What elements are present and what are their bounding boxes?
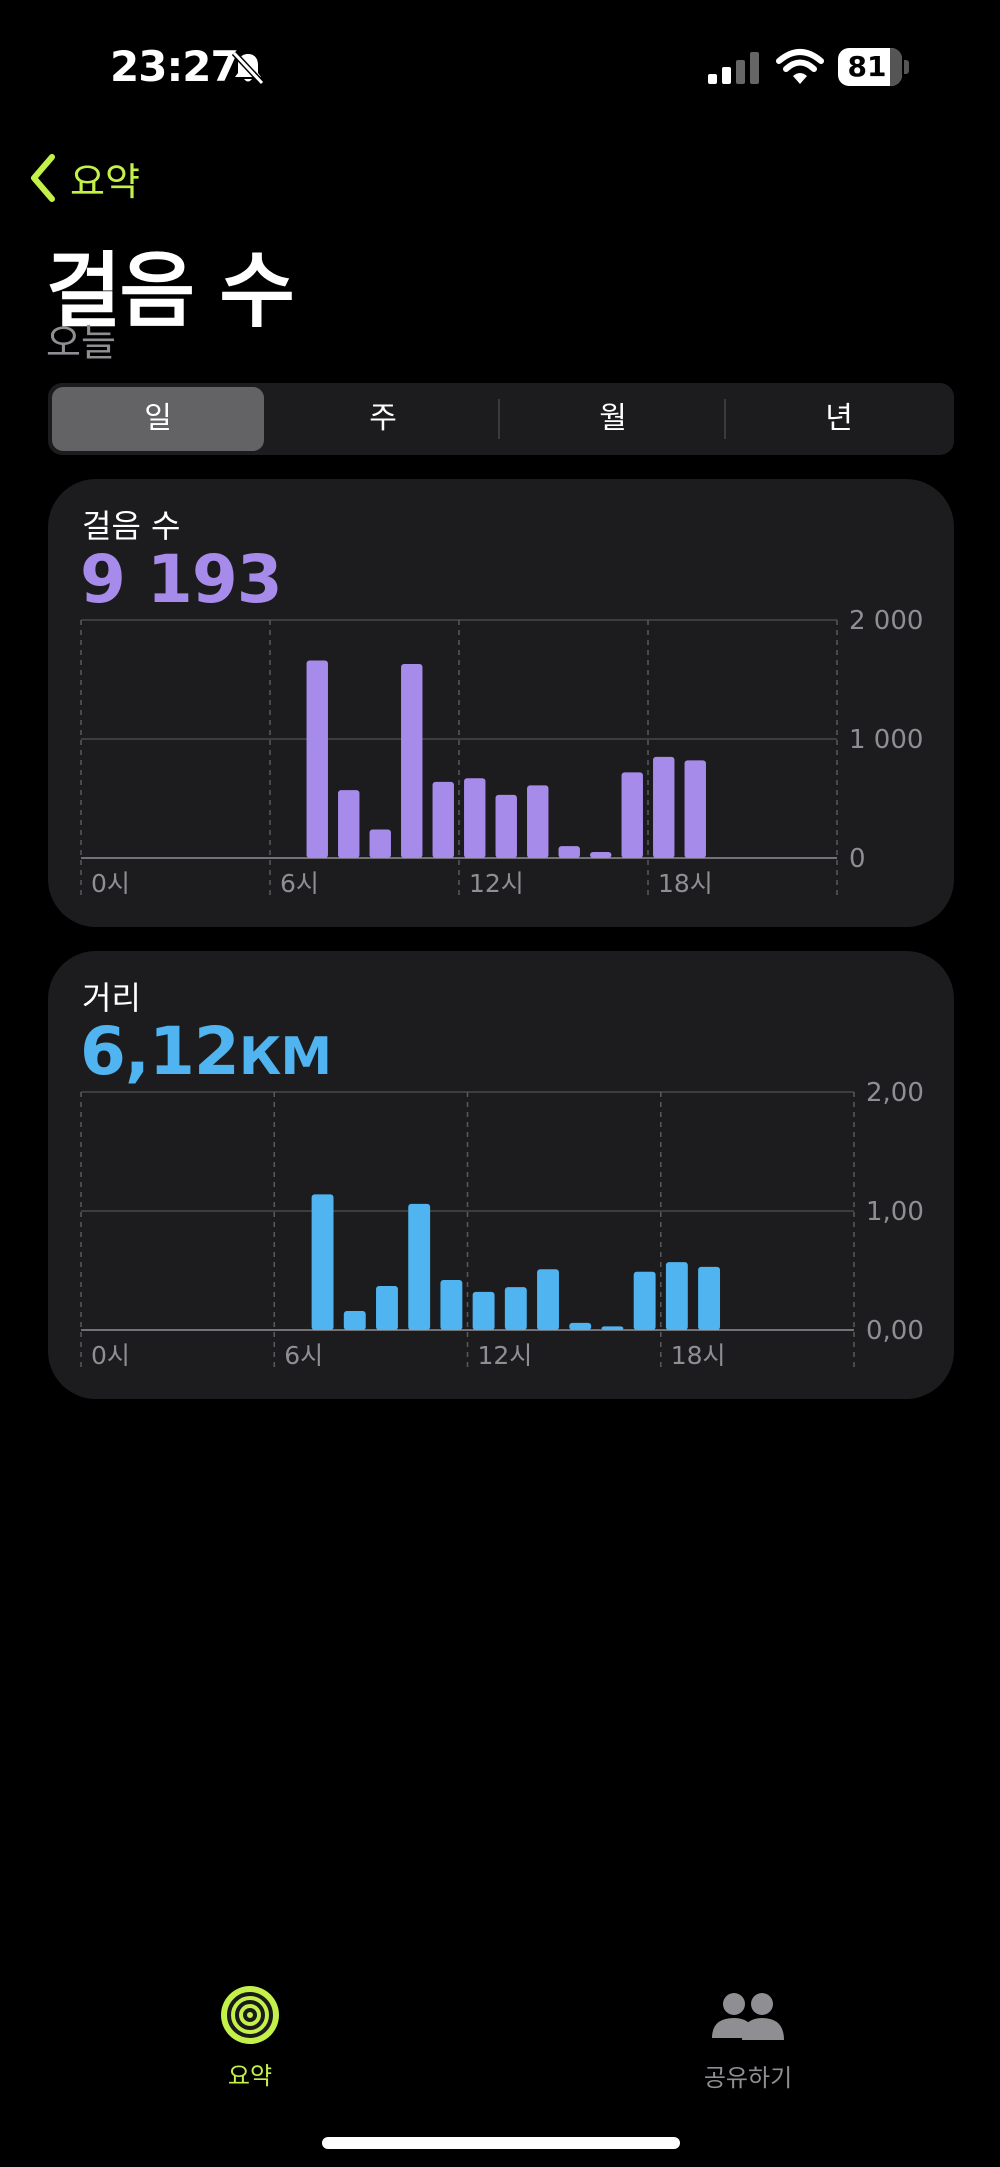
steps-bar xyxy=(338,790,360,858)
steps-bar-chart: 2 000 1 000 0 0시 6시 12시 18시 xyxy=(80,606,923,898)
distance-x-tick-label: 18시 xyxy=(671,1341,726,1370)
steps-bar xyxy=(432,781,454,858)
tab-sharing[interactable]: 공유하기 xyxy=(668,1990,828,2093)
wifi-icon xyxy=(776,49,824,84)
steps-bar xyxy=(306,660,328,858)
battery-percentage: 81 xyxy=(847,50,887,83)
steps-card-label: 걸음 수 xyxy=(82,507,181,545)
distance-bar xyxy=(343,1310,366,1330)
segment-week[interactable]: 주 xyxy=(369,401,397,436)
distance-x-tick-label: 0시 xyxy=(91,1341,130,1370)
distance-total-value: 6,12КМ xyxy=(80,1013,332,1090)
period-segmented-control: 일 주 월 년 xyxy=(48,383,954,455)
steps-y-tick-label: 0 xyxy=(849,844,866,874)
steps-bar xyxy=(369,829,391,858)
steps-bar xyxy=(401,664,423,858)
back-button[interactable]: 요약 xyxy=(28,148,140,208)
distance-unit: КМ xyxy=(238,1027,332,1087)
tab-summary-label: 요약 xyxy=(227,2062,273,2090)
distance-y-tick-label: 0,00 xyxy=(866,1316,924,1346)
distance-bar xyxy=(698,1266,721,1330)
distance-bar xyxy=(633,1271,656,1330)
steps-bar xyxy=(495,794,517,858)
page-subtitle: 오늘 xyxy=(46,321,116,365)
distance-bar-chart: 2,00 1,00 0,00 0시 6시 12시 18시 xyxy=(80,1078,924,1370)
segment-month[interactable]: 월 xyxy=(599,401,627,436)
segment-year[interactable]: 년 xyxy=(825,401,853,436)
distance-bar xyxy=(472,1291,495,1330)
segment-divider xyxy=(724,399,726,439)
distance-bar xyxy=(376,1285,398,1330)
steps-y-tick-label: 2 000 xyxy=(849,606,923,636)
distance-number: 6,12 xyxy=(80,1013,240,1090)
steps-bar xyxy=(464,778,486,858)
distance-bar xyxy=(537,1269,559,1330)
steps-x-tick-label: 6시 xyxy=(280,869,319,898)
distance-card-label: 거리 xyxy=(82,979,141,1017)
back-label: 요약 xyxy=(70,159,140,204)
steps-x-tick-label: 0시 xyxy=(91,869,130,898)
steps-x-tick-label: 18시 xyxy=(658,869,713,898)
page-title: 걸음 수 xyxy=(46,244,295,339)
steps-bar xyxy=(527,785,549,858)
activity-rings-icon xyxy=(221,1986,279,2044)
steps-y-tick-label: 1 000 xyxy=(849,725,923,755)
steps-card[interactable]: 걸음 수 9 193 2 000 1 000 0 0시 6시 12시 18시 xyxy=(48,479,954,927)
distance-x-tick-label: 12시 xyxy=(478,1341,533,1370)
steps-total-value: 9 193 xyxy=(80,541,283,618)
distance-bar xyxy=(665,1262,688,1330)
people-icon xyxy=(712,1993,784,2040)
steps-bar xyxy=(590,852,612,858)
muted-bell-icon xyxy=(231,50,265,86)
steps-bar xyxy=(558,846,580,858)
steps-bar xyxy=(684,760,706,858)
distance-bar xyxy=(601,1326,624,1330)
cellular-signal-icon xyxy=(708,52,759,84)
distance-bar xyxy=(504,1287,527,1330)
distance-bar xyxy=(311,1194,334,1330)
home-indicator xyxy=(322,2137,680,2149)
segment-day[interactable]: 일 xyxy=(52,387,264,451)
distance-card[interactable]: 거리 6,12КМ 2,00 1,00 0,00 0시 6시 12시 18시 xyxy=(48,951,954,1399)
battery-icon: 81 xyxy=(838,48,910,86)
chevron-left-icon xyxy=(31,154,55,202)
distance-y-tick-label: 1,00 xyxy=(866,1197,924,1227)
distance-y-tick-label: 2,00 xyxy=(866,1078,924,1108)
steps-bar xyxy=(653,756,675,858)
steps-x-tick-label: 12시 xyxy=(469,869,524,898)
distance-bar xyxy=(408,1203,431,1330)
tab-sharing-label: 공유하기 xyxy=(703,2064,793,2092)
steps-bar xyxy=(621,772,643,858)
segment-divider xyxy=(498,399,500,439)
tab-summary[interactable]: 요약 xyxy=(170,1986,330,2091)
distance-bar xyxy=(569,1322,592,1330)
distance-bar xyxy=(440,1280,463,1330)
status-time: 23:27 xyxy=(110,42,240,91)
distance-x-tick-label: 6시 xyxy=(284,1341,323,1370)
